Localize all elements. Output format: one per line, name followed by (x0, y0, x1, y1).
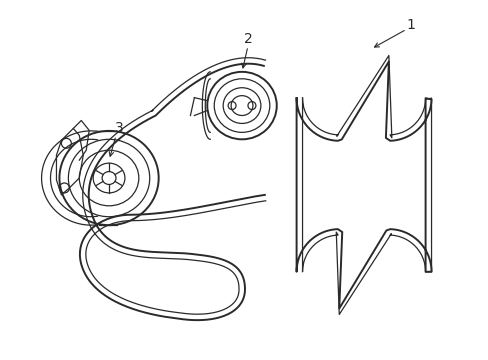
Text: 3: 3 (114, 121, 123, 135)
Text: 2: 2 (243, 32, 252, 46)
Text: 1: 1 (406, 18, 414, 32)
